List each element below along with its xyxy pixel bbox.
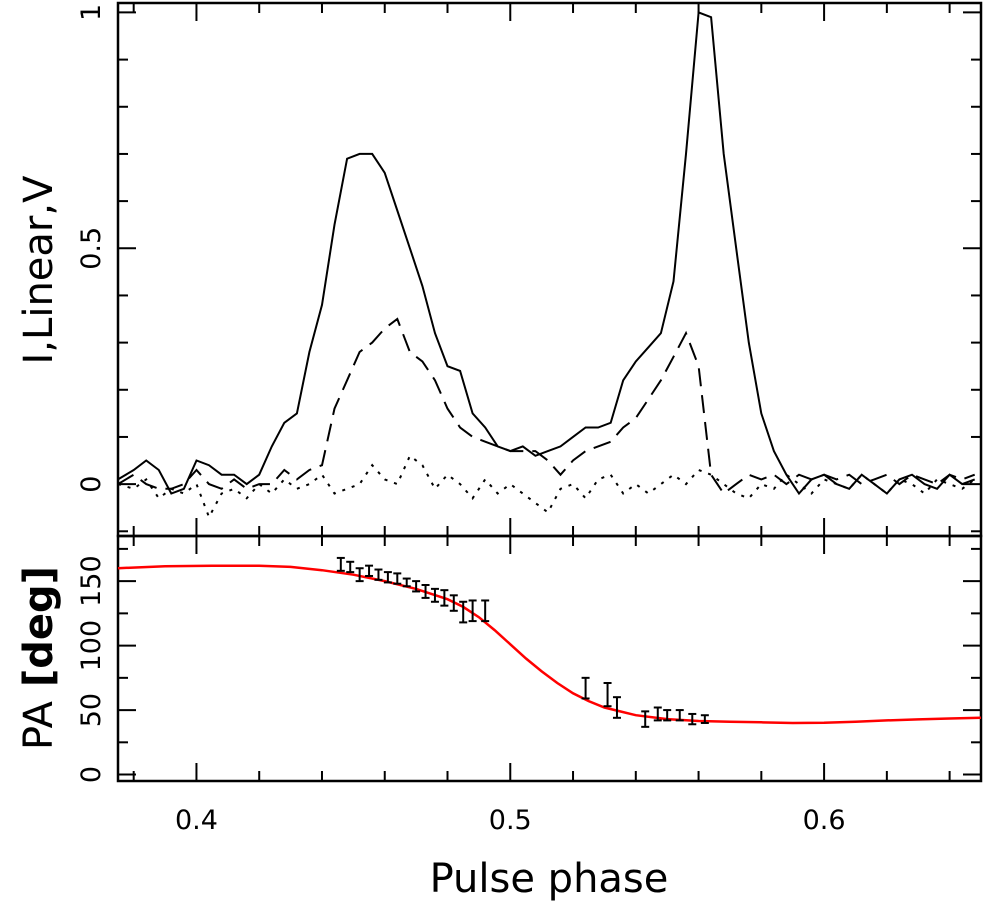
pa-y-tick-label: 50 <box>76 693 107 727</box>
x-axis-title: Pulse phase <box>430 856 669 902</box>
pa-point <box>383 571 392 584</box>
profile-axis-ticks: 00.51 <box>76 3 981 536</box>
pa-point <box>688 712 697 726</box>
pa-data-points <box>336 556 709 728</box>
profile-y-tick-label: 1 <box>76 4 107 21</box>
pa-y-tick-label: 100 <box>76 620 107 672</box>
pa-point <box>675 709 684 722</box>
pa-fit-curve <box>117 564 982 725</box>
pa-point <box>581 676 590 700</box>
pa-point <box>355 567 364 583</box>
pa-point <box>346 560 355 574</box>
pa-point <box>700 714 709 724</box>
profile-line-dashed <box>117 317 976 495</box>
profile-panel-frame <box>116 1 983 538</box>
x-tick-label: 0.6 <box>803 805 846 836</box>
pa-y-axis-title-main: PA <box>16 700 62 750</box>
profile-line-dotted <box>117 454 976 520</box>
pa-point <box>402 577 411 588</box>
profile-series-group <box>117 10 976 520</box>
pa-point <box>336 556 345 572</box>
pa-y-axis-title-unit: [deg] <box>16 566 62 687</box>
pa-y-tick-label: 150 <box>76 555 107 607</box>
profile-y-tick-label: 0.5 <box>76 227 107 270</box>
pa-point <box>641 710 650 728</box>
pa-point <box>603 682 612 708</box>
pa-point <box>481 599 490 623</box>
x-tick-label: 0.4 <box>175 805 218 836</box>
profile-y-axis-title: I,Linear,V <box>16 175 62 365</box>
pa-point <box>393 572 402 585</box>
pa-point <box>440 589 449 607</box>
pa-point <box>365 564 374 577</box>
pa-point <box>412 580 421 593</box>
pa-point <box>459 600 468 624</box>
pa-point <box>468 599 477 623</box>
pa-point <box>374 568 383 581</box>
profile-line-solid <box>117 10 976 496</box>
pa-point <box>612 696 621 719</box>
profile-panel: 00.51 I,Linear,V <box>16 1 983 538</box>
pa-axis-ticks: 0.4 0.5 0.6 0 50 100 150 <box>76 536 981 836</box>
pa-panel-frame <box>116 534 983 783</box>
pa-point <box>421 584 430 599</box>
pa-point <box>653 706 662 722</box>
pa-panel: 0.4 0.5 0.6 0 50 100 150 PA [deg] Pulse phase <box>16 534 983 902</box>
pa-point <box>449 594 458 612</box>
x-tick-label: 0.5 <box>489 805 532 836</box>
pa-y-tick-label: 0 <box>76 766 107 783</box>
pa-point <box>663 709 672 722</box>
profile-y-tick-label: 0 <box>76 476 107 493</box>
pa-point <box>430 587 439 603</box>
pa-y-axis-title: PA [deg] <box>16 566 62 750</box>
